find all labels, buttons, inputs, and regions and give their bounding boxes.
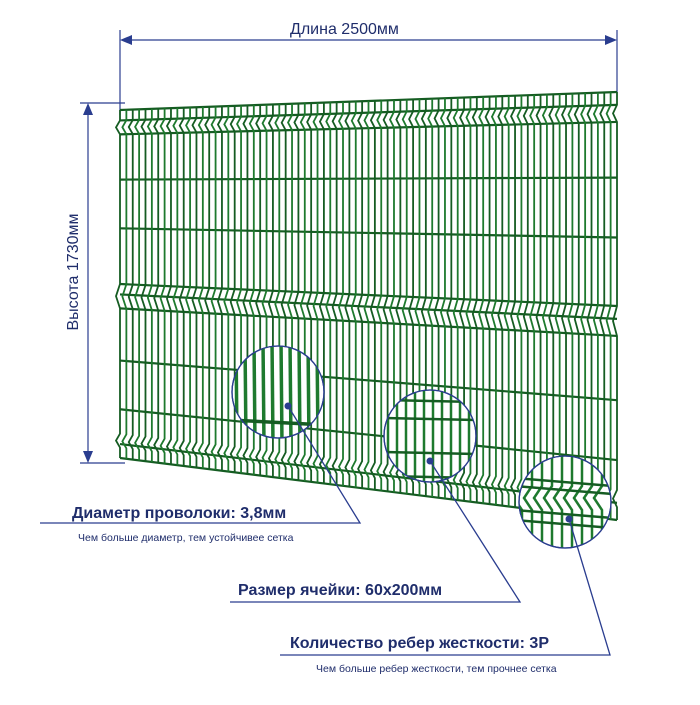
height-dimension	[80, 102, 125, 464]
mesh-vertical-wire	[223, 106, 230, 472]
mesh-vertical-wire	[121, 109, 128, 459]
zoom-wire	[243, 346, 248, 438]
mesh-vertical-wire	[242, 105, 249, 474]
zoom-wire	[519, 476, 611, 488]
mesh-vertical-wire	[452, 97, 459, 501]
width-label: Длина 2500мм	[290, 21, 399, 38]
mesh-vertical-wire	[216, 106, 223, 471]
mesh-vertical-wire	[503, 95, 510, 507]
mesh-vertical-wire	[395, 99, 402, 493]
mesh-vertical-wire	[153, 108, 160, 463]
mesh-vertical-wire	[331, 102, 338, 486]
mesh-vertical-wire	[446, 98, 453, 500]
zoom-wire	[252, 346, 257, 438]
zoom-wire	[384, 398, 476, 404]
zoom-circle-ribs	[518, 455, 612, 549]
mesh-vertical-wire	[261, 104, 268, 477]
mesh-vertical-wire	[350, 101, 357, 488]
mesh-vertical-wire	[363, 101, 370, 489]
mesh-vertical-wire	[344, 101, 351, 487]
zoom-wire	[519, 508, 611, 520]
zoom-wire	[297, 346, 302, 438]
mesh-vertical-wire	[185, 107, 191, 467]
mesh-horizontal-wire	[119, 293, 618, 320]
mesh-vertical-wire	[255, 104, 262, 476]
mesh-vertical-wire	[325, 102, 332, 485]
zoom-wire	[270, 346, 275, 438]
mesh-vertical-wire	[165, 108, 172, 465]
zoom-wire	[288, 346, 293, 438]
ribs-count-note: Чем больше ребер жесткости, тем прочнее …	[316, 663, 557, 675]
mesh-vertical-wire	[191, 107, 198, 468]
zoom-wire	[384, 450, 476, 456]
zoom-wire	[519, 518, 611, 530]
mesh-vertical-wire	[382, 100, 389, 492]
zoom-rib-wire	[582, 456, 594, 548]
mesh-vertical-wire	[459, 97, 465, 501]
mesh-vertical-wire	[510, 95, 516, 508]
zoom-rib-wire	[562, 456, 574, 548]
zoom-wire	[279, 346, 284, 438]
zoom-rib-wire	[522, 456, 534, 548]
mesh-vertical-wire	[172, 107, 179, 466]
mesh-vertical-wire	[318, 102, 325, 484]
mesh-vertical-wire	[299, 103, 306, 482]
mesh-vertical-wire	[146, 108, 153, 462]
mesh-vertical-wire	[127, 109, 134, 460]
height-label: Высота 1730мм	[65, 213, 82, 331]
mesh-vertical-wire	[274, 104, 281, 478]
zoom-circle-wire	[231, 345, 325, 439]
mesh-vertical-wire	[337, 101, 344, 486]
mesh-vertical-wire	[388, 100, 395, 493]
mesh-vertical-wire	[612, 92, 618, 520]
mesh-vertical-wire	[229, 105, 236, 473]
ribs-count-label: Количество ребер жесткости: 3Р	[290, 635, 549, 652]
mesh-vertical-wire	[159, 108, 166, 464]
mesh-vertical-wire	[401, 99, 408, 494]
mesh-vertical-wire	[357, 101, 364, 489]
mesh-vertical-wire	[484, 96, 491, 505]
mesh-vertical-wire	[306, 103, 313, 482]
mesh-vertical-wire	[236, 105, 242, 474]
mesh-vertical-wire	[465, 97, 472, 502]
wire-diameter-note: Чем больше диаметр, тем устойчивее сетка	[78, 532, 294, 544]
mesh-vertical-wire	[280, 104, 287, 479]
mesh-vertical-wire	[178, 107, 185, 466]
mesh-vertical-wire	[376, 100, 383, 491]
zoom-wire	[234, 346, 239, 438]
mesh-vertical-wire	[114, 110, 121, 458]
mesh-vertical-wire	[287, 103, 293, 480]
mesh-vertical-wire	[497, 96, 504, 506]
mesh-vertical-wire	[197, 107, 204, 469]
mesh-vertical-wire	[490, 96, 497, 505]
mesh-vertical-wire	[293, 103, 300, 481]
mesh-vertical-wire	[471, 97, 478, 503]
mesh-vertical-wire	[478, 96, 485, 504]
zoom-wire	[261, 346, 266, 438]
zoom-wire	[384, 416, 476, 422]
mesh-vertical-wire	[369, 100, 376, 490]
mesh-vertical-wire	[312, 102, 319, 483]
zoom-wire	[519, 484, 611, 496]
mesh-vertical-wire	[204, 106, 211, 470]
welded-mesh-panel	[114, 90, 618, 522]
zoom-rib-wire	[572, 456, 584, 548]
cell-size-label: Размер ячейки: 60х200мм	[238, 582, 443, 599]
mesh-vertical-wire	[516, 95, 523, 509]
leader-lines	[40, 405, 611, 656]
mesh-vertical-wire	[140, 109, 147, 462]
mesh-vertical-wire	[210, 106, 217, 470]
mesh-vertical-wire	[267, 104, 274, 478]
mesh-vertical-wire	[134, 109, 141, 461]
mesh-vertical-wire	[248, 105, 255, 475]
width-dimension	[119, 30, 618, 115]
zoom-circle-cell	[383, 389, 477, 483]
zoom-rib-wire	[592, 456, 604, 548]
wire-diameter-label: Диаметр проволоки: 3,8мм	[72, 505, 287, 522]
